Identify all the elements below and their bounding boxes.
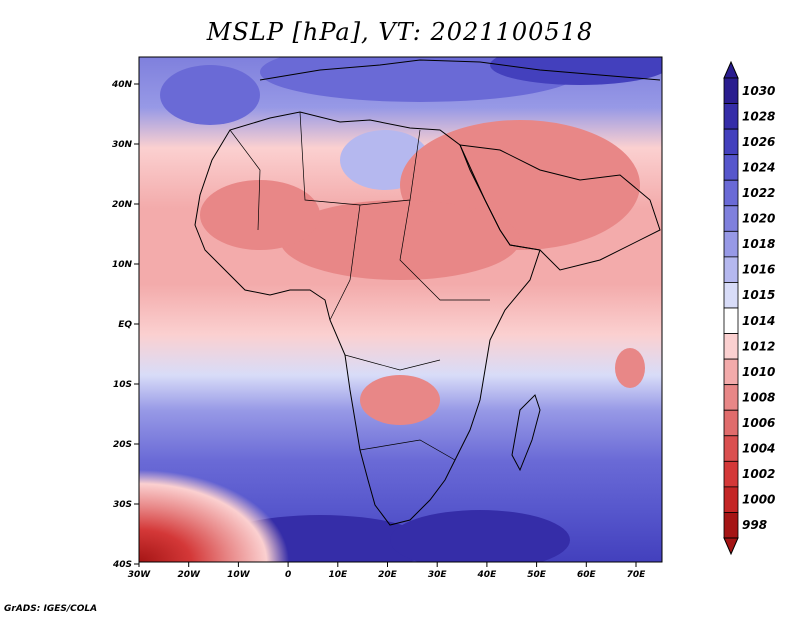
lon-label: 30E <box>428 570 448 580</box>
lat-label: 40N <box>111 80 133 90</box>
colorbar-label: 1026 <box>742 135 775 149</box>
colorbar-swatch <box>723 205 739 232</box>
credit-text: GrADS: IGES/COLA <box>4 604 98 614</box>
colorbar-label: 1014 <box>742 314 775 328</box>
lon-label: 50E <box>527 570 547 580</box>
lon-label: 70E <box>627 570 647 580</box>
coastlines <box>194 59 661 526</box>
colorbar-swatch <box>723 384 739 411</box>
colorbar-swatch <box>723 486 739 513</box>
colorbar-swatch <box>723 409 739 437</box>
colorbar-bottom-arrow <box>723 537 739 556</box>
lat-label: 40S <box>112 560 132 570</box>
colorbar-swatch <box>723 179 739 207</box>
lon-label: 0 <box>285 570 291 580</box>
map-title: MSLP [hPa], VT: 2021100518 <box>206 18 594 46</box>
colorbar-label: 1020 <box>742 212 775 226</box>
latitude-axis: 40N 30N 20N 10N EQ 10S 20S 30S 40S <box>111 80 139 570</box>
lat-label: 20N <box>112 200 133 210</box>
colorbar-label: 1000 <box>742 493 775 507</box>
lat-label: 30N <box>112 140 133 150</box>
lon-label: 60E <box>577 570 597 580</box>
lon-label: 20W <box>177 570 201 580</box>
colorbar-swatch <box>723 282 739 309</box>
colorbar-label: 1002 <box>742 467 775 481</box>
colorbar-label: 1010 <box>742 365 775 379</box>
lat-label: EQ <box>118 320 132 330</box>
colorbar-label: 1004 <box>742 442 775 456</box>
colorbar-swatch <box>723 256 739 283</box>
colorbar-swatch <box>723 154 739 181</box>
colorbar-swatch <box>723 103 739 130</box>
lon-label: 10W <box>227 570 251 580</box>
lat-label: 10N <box>112 260 133 270</box>
lon-label: 20E <box>378 570 398 580</box>
lon-label: 10E <box>328 570 348 580</box>
lon-label: 30W <box>128 570 152 580</box>
lon-label: 40E <box>477 570 498 580</box>
colorbar-label: 1030 <box>742 84 775 98</box>
colorbar-swatch <box>723 307 739 334</box>
colorbar-label: 1024 <box>742 160 775 174</box>
colorbar-label: 1015 <box>742 288 775 302</box>
lat-label: 30S <box>113 500 132 510</box>
colorbar-label: 1016 <box>742 263 775 277</box>
colorbar-swatch <box>723 230 739 258</box>
colorbar-top-arrow <box>723 60 739 79</box>
colorbar-label: 1008 <box>742 390 775 404</box>
colorbar-swatch <box>723 128 739 156</box>
colorbar-label: 1022 <box>742 186 775 200</box>
colorbar-swatch <box>723 333 739 360</box>
longitude-axis: 30W 20W 10W 0 10E 20E 30E 40E 50E 60E 70E <box>128 562 646 580</box>
lat-label: 10S <box>113 380 132 390</box>
colorbar-swatch <box>723 77 739 104</box>
colorbar-label: 1028 <box>742 109 775 123</box>
colorbar-swatch <box>723 435 739 462</box>
colorbar-label: 1006 <box>742 416 775 430</box>
pressure-field <box>139 57 662 562</box>
colorbar-swatch <box>723 358 739 386</box>
colorbar: 1030 1028 1026 1024 1022 1020 1018 1016 1015 1014… <box>723 60 775 556</box>
colorbar-label: 1012 <box>742 339 775 353</box>
colorbar-swatch <box>723 512 739 539</box>
lat-label: 20S <box>113 440 132 450</box>
colorbar-swatch <box>723 460 739 488</box>
colorbar-label: 998 <box>742 518 767 532</box>
map-frame <box>138 56 663 563</box>
colorbar-label: 1018 <box>742 237 775 251</box>
